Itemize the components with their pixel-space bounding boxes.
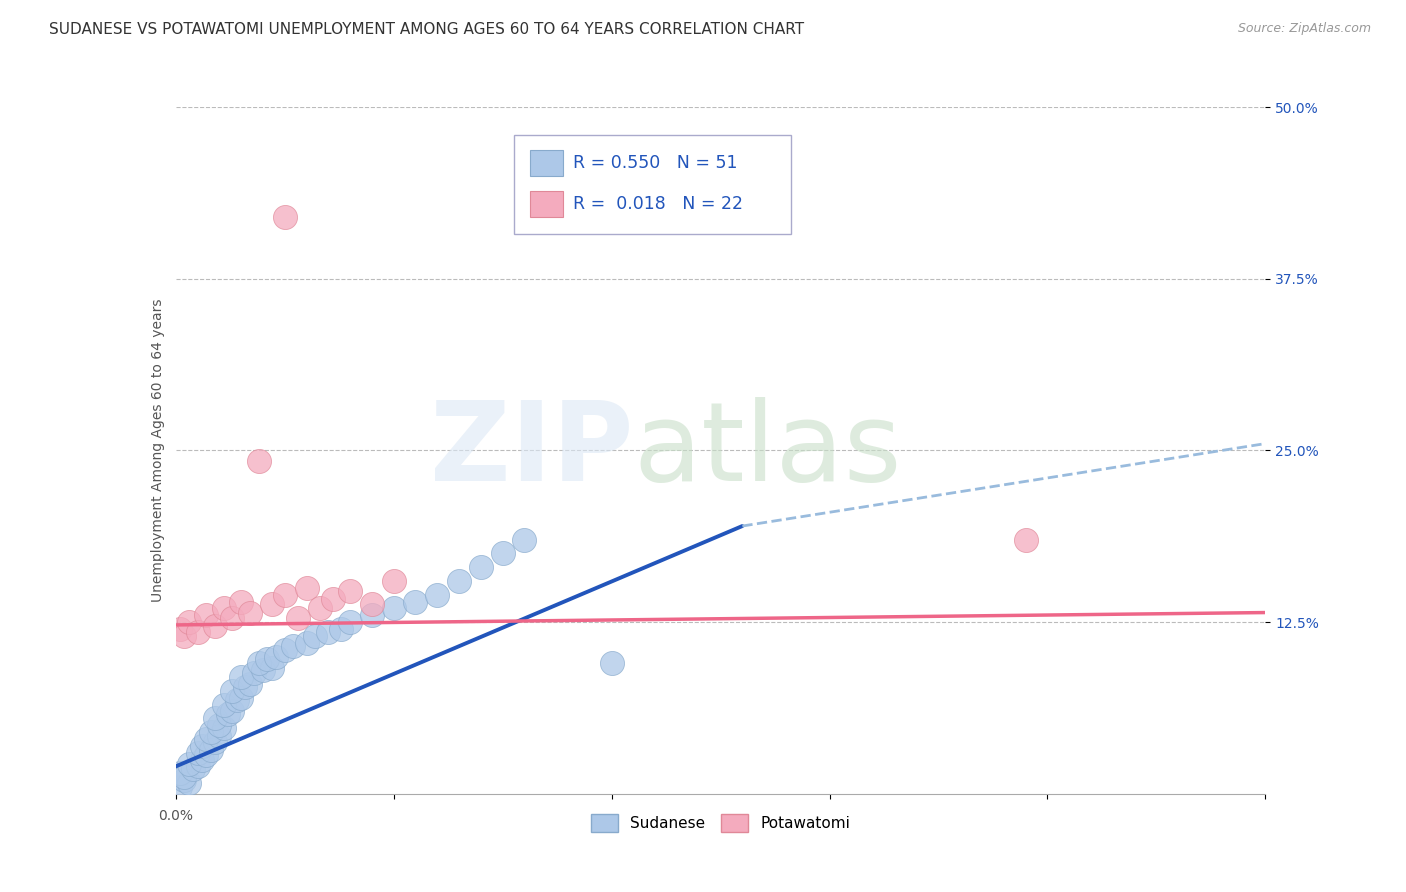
Point [513,533,536,547]
Point [221,705,243,719]
Point [231,594,253,608]
Point [186,746,209,760]
Point [204,734,226,748]
Point [405,594,427,608]
FancyBboxPatch shape [513,135,792,234]
Point [287,611,309,625]
Point [239,606,262,620]
Point [200,725,222,739]
Point [212,601,235,615]
Point [330,622,353,636]
Point [256,652,278,666]
Point [221,683,243,698]
Point [492,546,515,561]
Point [322,591,344,606]
Y-axis label: Unemployment Among Ages 60 to 64 years: Unemployment Among Ages 60 to 64 years [150,299,165,602]
Legend: Sudanese, Potawatomi: Sudanese, Potawatomi [585,808,856,838]
Point [304,629,326,643]
Point [360,608,382,623]
Point [308,601,330,615]
Point [295,581,318,595]
Text: R =  0.018   N = 22: R = 0.018 N = 22 [574,194,744,213]
Point [169,780,191,794]
Point [318,624,340,639]
Point [173,771,195,785]
Point [169,766,191,780]
Point [231,670,253,684]
Point [235,680,257,694]
Point [195,731,218,746]
Point [191,753,214,767]
Point [274,588,297,602]
Point [247,454,270,468]
Point [212,721,235,735]
Point [426,588,449,602]
Point [177,615,200,630]
Text: ZIP: ZIP [430,397,633,504]
Point [243,665,266,680]
Point [260,597,283,611]
Bar [530,150,562,176]
Point [195,608,218,623]
Point [177,776,200,790]
Text: atlas: atlas [633,397,901,504]
Point [217,707,239,722]
Point [360,597,382,611]
Point [208,729,231,743]
Text: SUDANESE VS POTAWATOMI UNEMPLOYMENT AMONG AGES 60 TO 64 YEARS CORRELATION CHART: SUDANESE VS POTAWATOMI UNEMPLOYMENT AMON… [49,22,804,37]
Text: 0.0%: 0.0% [159,809,193,823]
Point [382,574,405,588]
Point [382,601,405,615]
Point [181,762,204,776]
Point [225,693,247,707]
Point [173,773,195,788]
Point [470,560,492,574]
Point [1015,533,1038,547]
Text: R = 0.550   N = 51: R = 0.550 N = 51 [574,153,738,171]
Point [221,611,243,625]
Point [260,660,283,674]
Point [274,210,297,224]
Point [247,657,270,671]
Point [447,574,470,588]
Point [252,663,274,677]
Point [239,677,262,691]
Text: Source: ZipAtlas.com: Source: ZipAtlas.com [1237,22,1371,36]
Point [200,743,222,757]
Point [212,698,235,712]
Point [195,748,218,763]
Point [169,622,191,636]
Point [186,759,209,773]
Point [186,624,209,639]
Point [339,583,361,598]
Point [339,615,361,630]
Point [177,756,200,771]
Point [283,639,305,653]
Point [274,642,297,657]
Point [191,739,214,753]
Point [264,649,287,664]
Point [231,690,253,705]
Point [173,629,195,643]
Bar [530,191,562,217]
Point [204,711,226,725]
Point [204,619,226,633]
Point [600,657,623,671]
Point [208,718,231,732]
Point [295,636,318,650]
